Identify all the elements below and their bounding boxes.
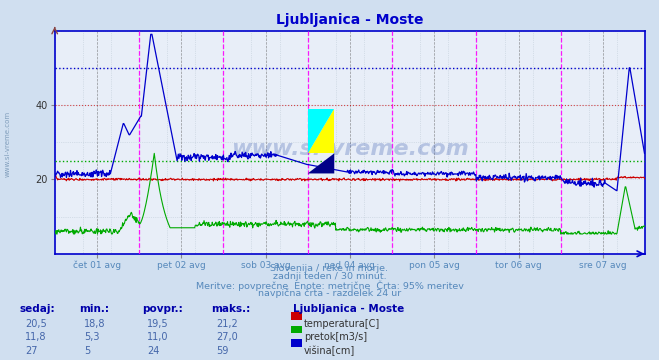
Text: 18,8: 18,8 xyxy=(84,319,106,329)
Text: min.:: min.: xyxy=(79,304,109,314)
Text: 5,3: 5,3 xyxy=(84,332,100,342)
Title: Ljubljanica - Moste: Ljubljanica - Moste xyxy=(276,13,423,27)
Text: pretok[m3/s]: pretok[m3/s] xyxy=(304,332,367,342)
Text: maks.:: maks.: xyxy=(211,304,250,314)
Text: 20,5: 20,5 xyxy=(25,319,47,329)
Text: sedaj:: sedaj: xyxy=(20,304,55,314)
Text: povpr.:: povpr.: xyxy=(142,304,183,314)
Text: 5: 5 xyxy=(84,346,90,356)
Text: 27,0: 27,0 xyxy=(216,332,238,342)
Text: 27: 27 xyxy=(25,346,38,356)
Text: temperatura[C]: temperatura[C] xyxy=(304,319,380,329)
Text: Meritve: povprečne  Enote: metrične  Črta: 95% meritev: Meritve: povprečne Enote: metrične Črta:… xyxy=(196,280,463,291)
Text: 19,5: 19,5 xyxy=(147,319,169,329)
Text: 11,0: 11,0 xyxy=(147,332,169,342)
Text: 11,8: 11,8 xyxy=(25,332,47,342)
Text: višina[cm]: višina[cm] xyxy=(304,346,355,356)
Polygon shape xyxy=(308,153,334,174)
Polygon shape xyxy=(308,109,334,153)
Text: navpična črta - razdelek 24 ur: navpična črta - razdelek 24 ur xyxy=(258,288,401,298)
Text: www.si-vreme.com: www.si-vreme.com xyxy=(231,139,469,159)
Text: Slovenija / reke in morje.: Slovenija / reke in morje. xyxy=(270,264,389,273)
Text: Ljubljanica - Moste: Ljubljanica - Moste xyxy=(293,304,405,314)
Text: www.si-vreme.com: www.si-vreme.com xyxy=(5,111,11,177)
Text: 21,2: 21,2 xyxy=(216,319,238,329)
Text: zadnji teden / 30 minut.: zadnji teden / 30 minut. xyxy=(273,272,386,281)
Text: 59: 59 xyxy=(216,346,229,356)
Text: 24: 24 xyxy=(147,346,159,356)
Polygon shape xyxy=(308,109,334,153)
